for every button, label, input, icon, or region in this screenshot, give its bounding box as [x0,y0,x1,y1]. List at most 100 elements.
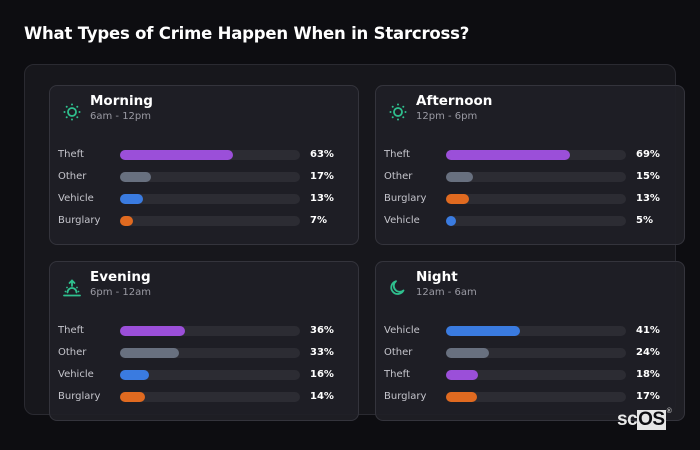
sun-icon [389,103,407,121]
bar-row: Theft 69% [376,148,684,162]
bar-track [446,326,626,336]
bar-value: 7% [310,215,327,226]
bar-fill-other [120,348,180,358]
sun-icon [63,103,81,121]
bar-value: 24% [636,347,660,358]
bar-fill-other [446,348,490,358]
bar-label: Vehicle [58,369,94,380]
bar-label: Vehicle [384,215,420,226]
bar-label: Other [58,171,87,182]
bar-value: 15% [636,171,660,182]
bar-label: Other [58,347,87,358]
bar-row: Burglary 7% [50,214,358,228]
logo-os: OS [637,409,666,430]
bar-row: Vehicle 13% [50,192,358,206]
bar-track [120,150,300,160]
bar-label: Burglary [58,215,101,226]
card-time-range: 6pm - 12am [90,287,152,298]
bar-track [446,150,626,160]
bar-label: Other [384,171,413,182]
bar-fill-theft [120,150,234,160]
bar-value: 5% [636,215,653,226]
bar-fill-vehicle [446,326,520,336]
card-night: Night 12am - 6am Vehicle 41% Other 24% T… [375,261,685,421]
bar-row: Other 17% [50,170,358,184]
page-title: What Types of Crime Happen When in Starc… [24,24,470,43]
bar-track [446,392,626,402]
bar-fill-theft [120,326,185,336]
bar-label: Burglary [384,193,427,204]
bar-value: 16% [310,369,334,380]
bar-row: Burglary 14% [50,390,358,404]
bar-track [120,172,300,182]
card-title: Afternoon [416,93,493,109]
bar-fill-burglary [446,392,477,402]
logo-sc: sc [617,409,638,430]
bar-row: Vehicle 41% [376,324,684,338]
bar-track [446,194,626,204]
card-morning: Morning 6am - 12pm Theft 63% Other 17% V… [49,85,359,245]
card-time-range: 12pm - 6pm [416,111,478,122]
bar-track [120,194,300,204]
bar-value: 17% [310,171,334,182]
moon-icon [390,280,405,295]
bar-label: Theft [58,325,84,336]
bar-row: Theft 18% [376,368,684,382]
card-evening: Evening 6pm - 12am Theft 36% Other 33% V… [49,261,359,421]
card-title: Night [416,269,458,285]
card-time-range: 6am - 12pm [90,111,152,122]
bar-row: Vehicle 16% [50,368,358,382]
bar-fill-theft [446,150,571,160]
bar-label: Burglary [58,391,101,402]
sunset-icon [63,279,81,297]
bar-row: Theft 36% [50,324,358,338]
bar-value: 13% [310,193,334,204]
registered-mark: ® [666,408,672,415]
bar-fill-vehicle [120,194,144,204]
bar-track [120,216,300,226]
scos-logo: sc OS ® [617,408,672,430]
bar-value: 36% [310,325,334,336]
bar-value: 41% [636,325,660,336]
bar-track [446,216,626,226]
bar-fill-vehicle [120,370,149,380]
bar-label: Vehicle [58,193,94,204]
bar-row: Vehicle 5% [376,214,684,228]
bar-track [446,172,626,182]
bar-value: 69% [636,149,660,160]
bar-label: Burglary [384,391,427,402]
bar-label: Theft [384,149,410,160]
bar-track [446,348,626,358]
card-afternoon: Afternoon 12pm - 6pm Theft 69% Other 15%… [375,85,685,245]
card-time-range: 12am - 6am [416,287,477,298]
bar-fill-other [446,172,473,182]
bar-label: Other [384,347,413,358]
bar-value: 18% [636,369,660,380]
bar-fill-vehicle [446,216,456,226]
bar-fill-theft [446,370,479,380]
bar-value: 13% [636,193,660,204]
bar-row: Other 33% [50,346,358,360]
bar-row: Other 15% [376,170,684,184]
card-title: Evening [90,269,151,285]
bar-fill-burglary [120,392,146,402]
card-title: Morning [90,93,153,109]
bar-track [120,370,300,380]
bar-row: Burglary 13% [376,192,684,206]
bar-value: 14% [310,391,334,402]
bar-label: Theft [58,149,84,160]
bar-label: Theft [384,369,410,380]
bar-row: Theft 63% [50,148,358,162]
bar-track [120,348,300,358]
bar-value: 63% [310,149,334,160]
bar-fill-other [120,172,151,182]
bar-fill-burglary [446,194,470,204]
bar-row: Other 24% [376,346,684,360]
bar-value: 33% [310,347,334,358]
bar-track [120,326,300,336]
bar-value: 17% [636,391,660,402]
bar-row: Burglary 17% [376,390,684,404]
bar-label: Vehicle [384,325,420,336]
bar-track [120,392,300,402]
bar-track [446,370,626,380]
